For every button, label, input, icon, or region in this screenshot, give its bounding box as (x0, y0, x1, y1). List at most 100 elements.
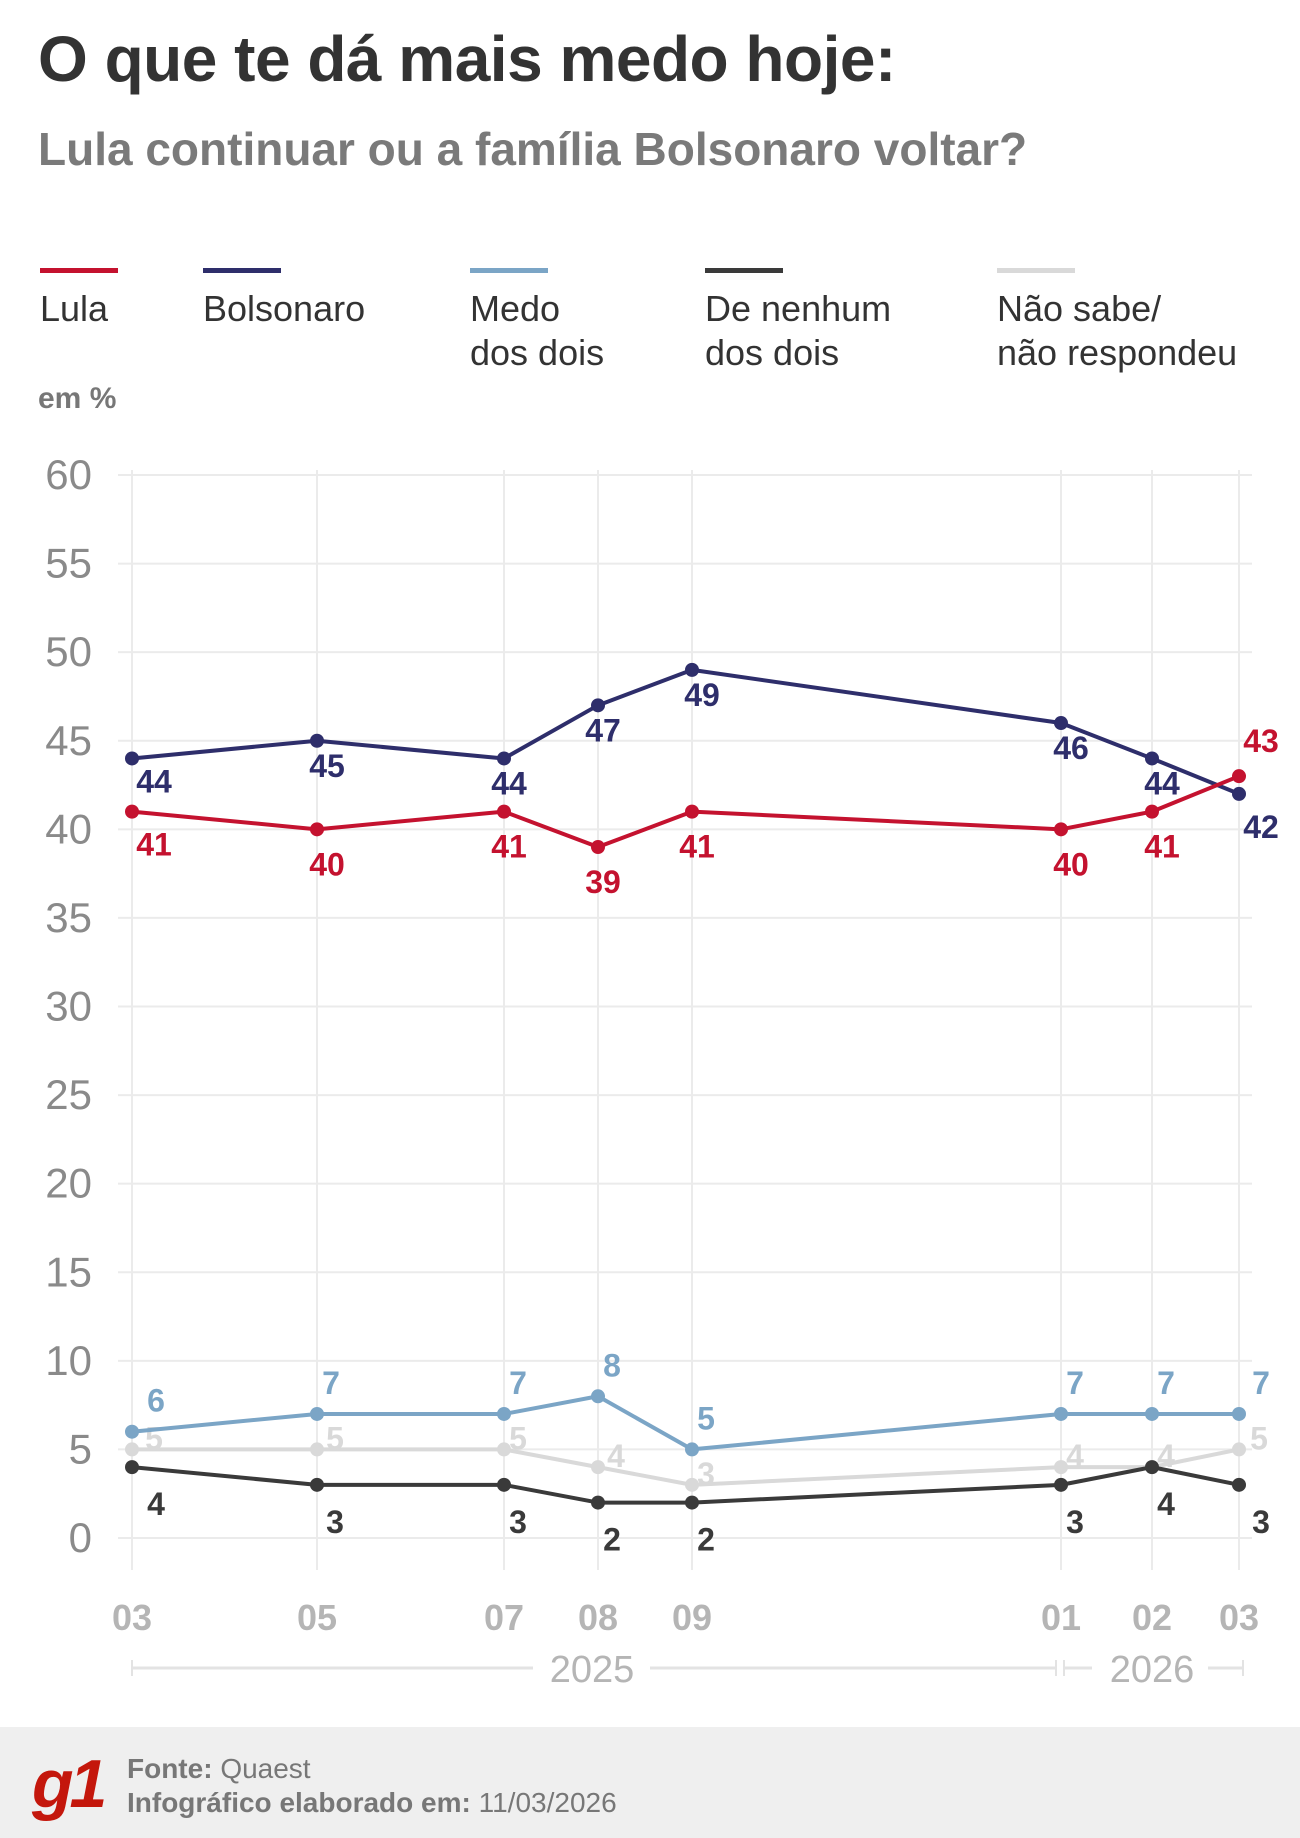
x-tick-label: 02 (1132, 1597, 1172, 1638)
data-label: 41 (491, 829, 527, 865)
source-value: Quaest (220, 1753, 311, 1784)
chart-subtitle: Lula continuar ou a família Bolsonaro vo… (38, 123, 1028, 175)
data-point (1145, 804, 1159, 819)
data-point (125, 1442, 139, 1457)
data-point (1145, 1460, 1159, 1475)
y-tick-label: 55 (45, 540, 92, 587)
data-point (591, 1460, 605, 1475)
data-label: 7 (1066, 1365, 1084, 1401)
data-label: 5 (145, 1420, 163, 1456)
legend-label: De nenhum (705, 288, 892, 329)
series-line-1 (131, 667, 1240, 796)
legend-swatch (40, 268, 118, 273)
data-point (1054, 1406, 1068, 1421)
data-point (1232, 1477, 1246, 1492)
y-tick-label: 25 (45, 1071, 92, 1118)
data-label: 46 (1053, 730, 1089, 766)
data-label: 47 (585, 712, 621, 748)
data-label: 4 (1157, 1486, 1175, 1522)
legend-swatch (997, 268, 1075, 273)
legend-label: Lula (40, 288, 109, 329)
chart-title: O que te dá mais medo hoje: (38, 23, 896, 95)
data-point (497, 804, 511, 819)
y-tick-label: 40 (45, 805, 92, 852)
data-point (310, 733, 324, 748)
data-label: 8 (603, 1347, 621, 1383)
legend-lula: Lula (40, 268, 118, 331)
source-label: Fonte: (127, 1753, 213, 1784)
data-point (685, 804, 699, 819)
data-label: 41 (679, 829, 715, 865)
data-point (1054, 822, 1068, 837)
y-tick-label: 60 (45, 451, 92, 498)
made-label: Infográfico elaborado em: (127, 1787, 471, 1818)
series-line-0 (131, 774, 1240, 850)
data-label: 6 (147, 1383, 165, 1419)
footer: g1 Fonte: Quaest Infográfico elaborado e… (0, 1727, 1300, 1838)
data-point (497, 1477, 511, 1492)
legend-label: Não sabe/ (997, 288, 1162, 329)
y-tick-label: 50 (45, 628, 92, 675)
data-label: 43 (1243, 723, 1279, 759)
data-label: 5 (326, 1420, 344, 1456)
data-point (310, 1406, 324, 1421)
data-label: 4 (1157, 1438, 1175, 1474)
data-point (1232, 1442, 1246, 1457)
y-tick-label: 15 (45, 1248, 92, 1295)
data-point (1054, 1460, 1068, 1475)
data-label: 3 (697, 1456, 715, 1492)
data-label: 44 (136, 763, 172, 799)
data-point (125, 1460, 139, 1475)
data-point (591, 1495, 605, 1510)
data-label: 5 (509, 1420, 527, 1456)
data-point (685, 1442, 699, 1457)
made-value: 11/03/2026 (478, 1787, 617, 1818)
x-tick-label: 09 (672, 1597, 712, 1638)
data-label: 5 (697, 1400, 715, 1436)
data-point (685, 1495, 699, 1510)
data-point (1232, 786, 1246, 801)
data-point (497, 1406, 511, 1421)
legend-label: dos dois (705, 332, 840, 373)
data-point (591, 840, 605, 855)
x-tick-label: 07 (484, 1597, 524, 1638)
series-line-4 (132, 1447, 1240, 1487)
data-point (1054, 1477, 1068, 1492)
data-point (497, 751, 511, 766)
data-label: 4 (147, 1486, 165, 1522)
data-point (591, 1389, 605, 1404)
y-tick-label: 35 (45, 894, 92, 941)
data-label: 44 (1144, 765, 1180, 801)
data-label: 40 (1053, 846, 1089, 882)
x-tick-label: 08 (578, 1597, 618, 1638)
y-tick-label: 5 (69, 1425, 92, 1472)
x-tick-label: 03 (1219, 1597, 1259, 1638)
data-label: 3 (1066, 1504, 1084, 1540)
data-point (1232, 769, 1246, 784)
data-label: 4 (1066, 1438, 1084, 1474)
data-point (310, 822, 324, 837)
y-tick-label: 45 (45, 717, 92, 764)
data-label: 7 (1157, 1365, 1175, 1401)
x-tick-label: 05 (297, 1597, 337, 1638)
data-point (125, 804, 139, 819)
y-tick-label: 0 (69, 1514, 92, 1561)
source-line: Fonte: Quaest (127, 1753, 311, 1785)
data-label: 39 (585, 864, 621, 900)
series-line-3 (131, 1465, 1240, 1505)
data-point (125, 1424, 139, 1439)
data-label: 44 (491, 765, 527, 801)
data-label: 3 (1252, 1504, 1270, 1540)
x-tick-label: 03 (112, 1597, 152, 1638)
year-label: 2026 (1110, 1649, 1195, 1691)
data-label: 5 (1250, 1420, 1268, 1456)
legend-bolsonaro: Bolsonaro (203, 268, 365, 331)
y-tick-label: 30 (45, 983, 92, 1030)
legend-label: dos dois (470, 332, 605, 373)
data-label: 7 (509, 1365, 527, 1401)
g1-logo: g1 (32, 1746, 107, 1822)
legend-de-nenhum: De nenhum dos dois (705, 268, 891, 375)
legend-medo-dos-dois: Medo dos dois (470, 268, 604, 375)
data-point (685, 662, 699, 677)
